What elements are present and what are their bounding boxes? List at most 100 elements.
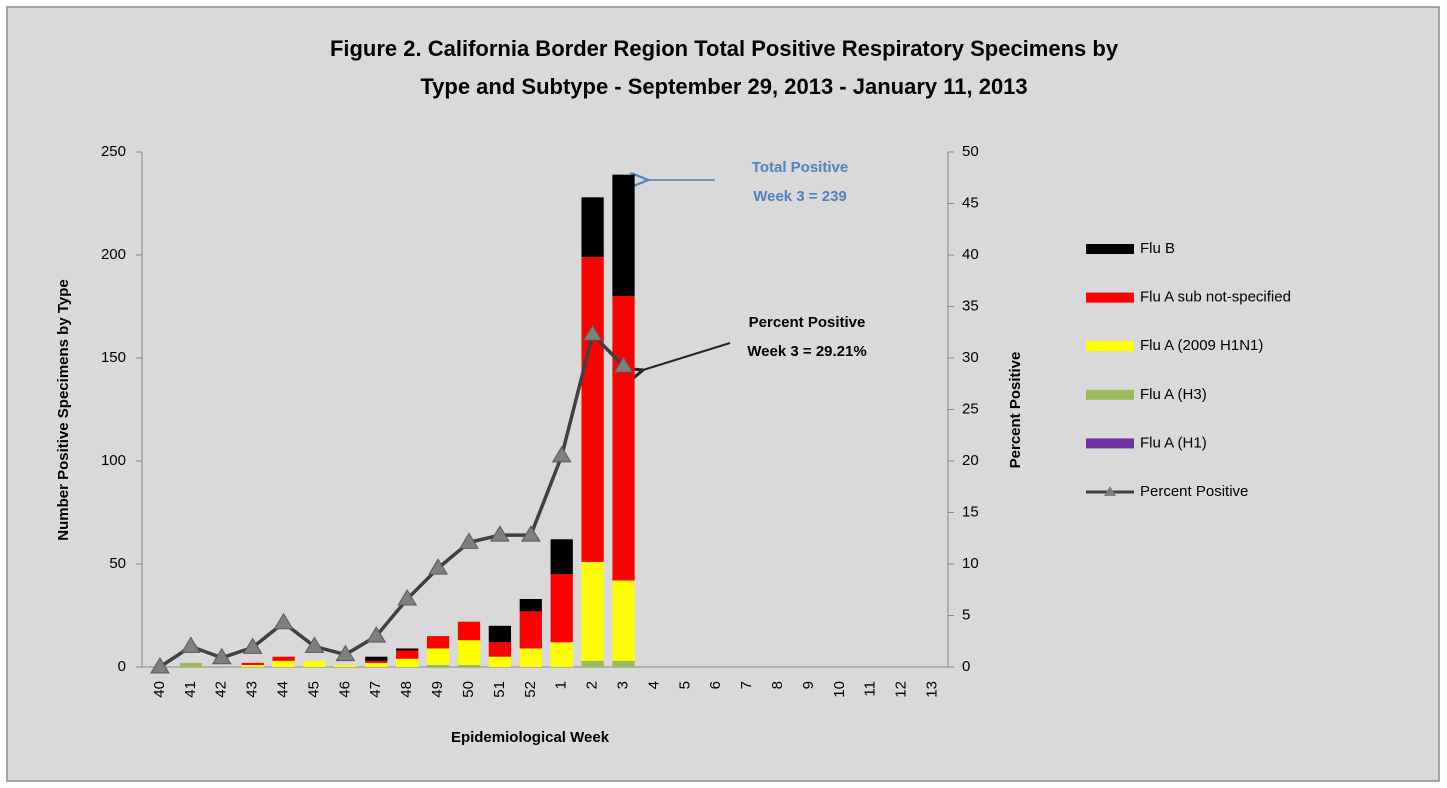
x-tick-label: 42 — [213, 681, 230, 698]
line-marker — [304, 636, 325, 653]
x-tick-label: 12 — [893, 681, 910, 698]
x-axis-title: Epidemiological Week — [451, 729, 610, 746]
x-tick-label: 7 — [738, 681, 755, 689]
x-tick-label: 13 — [924, 681, 941, 698]
x-tick-label: 8 — [769, 681, 786, 689]
bar-segment — [519, 611, 542, 649]
x-tick-label: 4 — [645, 681, 662, 689]
bar-segment — [426, 636, 450, 649]
line-marker — [242, 637, 263, 654]
y-tick-label: 250 — [101, 143, 126, 160]
bar-segment — [581, 660, 604, 667]
line-marker — [428, 558, 448, 575]
x-tick-label: 51 — [491, 681, 508, 698]
y2-tick-label: 10 — [962, 555, 979, 572]
bar-segment — [612, 174, 635, 297]
bar-segment — [457, 621, 481, 641]
x-tick-label: 10 — [831, 681, 848, 698]
legend-swatch — [1104, 486, 1116, 496]
bar-segment — [365, 662, 388, 667]
annotation: Total Positive — [752, 159, 848, 176]
line-marker — [582, 324, 603, 341]
y2-tick-label: 20 — [962, 452, 979, 469]
x-tick-label: 5 — [676, 681, 693, 689]
y2-tick-label: 25 — [962, 400, 979, 417]
x-tick-label: 43 — [244, 681, 261, 698]
x-tick-label: 48 — [398, 681, 415, 698]
line-marker — [397, 589, 418, 606]
bar-segment — [334, 664, 357, 667]
x-tick-label: 2 — [584, 681, 601, 689]
bar-segment — [457, 640, 481, 665]
bar-segment — [241, 664, 264, 667]
line-marker — [335, 644, 356, 662]
legend-swatch — [1086, 389, 1134, 400]
bar-segment — [426, 664, 450, 667]
line-marker — [459, 532, 479, 549]
y-axis-title: Number Positive Specimens by Type — [55, 279, 72, 540]
x-tick-label: 47 — [367, 681, 384, 698]
x-tick-label: 3 — [614, 681, 631, 689]
x-tick-label: 1 — [553, 681, 570, 689]
annotation: Week 3 = 239 — [753, 188, 847, 205]
x-tick-label: 40 — [151, 681, 168, 698]
chart-background — [6, 6, 1440, 782]
y2-tick-label: 40 — [962, 246, 979, 263]
legend-swatch — [1086, 244, 1134, 254]
bar-segment — [581, 257, 604, 562]
y2-tick-label: 35 — [962, 297, 979, 314]
line-marker — [613, 356, 634, 373]
x-tick-label: 50 — [460, 681, 477, 698]
bar-segment — [519, 648, 542, 667]
bar-segment — [488, 656, 512, 667]
bar-segment — [272, 656, 295, 661]
y-tick-label: 150 — [101, 349, 126, 366]
legend-label: Flu A (H3) — [1140, 386, 1207, 403]
bar-segment — [426, 648, 450, 665]
bar-segment — [272, 660, 295, 667]
bar-segment — [365, 656, 388, 661]
y2-tick-label: 45 — [962, 194, 979, 211]
y2-tick-label: 15 — [962, 503, 979, 520]
line-marker — [366, 626, 387, 643]
legend-label: Flu A (2009 H1N1) — [1140, 337, 1263, 354]
x-tick-label: 52 — [522, 681, 539, 698]
line-marker — [490, 525, 510, 542]
annotation: Percent Positive — [749, 314, 866, 331]
chart-title: Figure 2. California Border Region Total… — [330, 36, 1119, 61]
annotation: Week 3 = 29.21% — [747, 343, 866, 360]
bar-segment — [241, 662, 264, 665]
bar-segment — [396, 650, 419, 659]
legend-swatch — [1086, 292, 1134, 303]
bar-segment — [457, 664, 481, 667]
legend-swatch — [1086, 341, 1134, 352]
annotation-arrow — [643, 342, 731, 370]
bar-segment — [365, 660, 388, 663]
x-tick-label: 41 — [182, 681, 199, 698]
line-marker — [180, 636, 201, 653]
bar-segment — [396, 648, 419, 651]
bar-segment — [396, 658, 419, 667]
bar-segment — [612, 296, 635, 581]
bar-segment — [303, 660, 326, 667]
line-marker — [551, 445, 572, 463]
line-marker — [520, 525, 541, 542]
legend-label: Flu A (H1) — [1140, 434, 1207, 451]
line-marker — [150, 657, 170, 674]
line-marker — [211, 647, 232, 665]
bar-segment — [488, 642, 512, 657]
x-tick-label: 49 — [429, 681, 446, 698]
legend-label: Flu B — [1140, 240, 1175, 257]
x-tick-label: 11 — [862, 681, 879, 697]
bar-segment — [581, 197, 604, 258]
y-tick-label: 100 — [101, 452, 126, 469]
x-tick-label: 44 — [275, 681, 292, 698]
legend-swatch — [1086, 438, 1134, 449]
bar-segment — [550, 574, 573, 643]
x-tick-label: 9 — [800, 681, 817, 689]
y2-axis-title: Percent Positive — [1007, 352, 1024, 469]
line — [158, 330, 625, 669]
bar-segment — [612, 580, 635, 661]
x-tick-label: 6 — [707, 681, 724, 689]
